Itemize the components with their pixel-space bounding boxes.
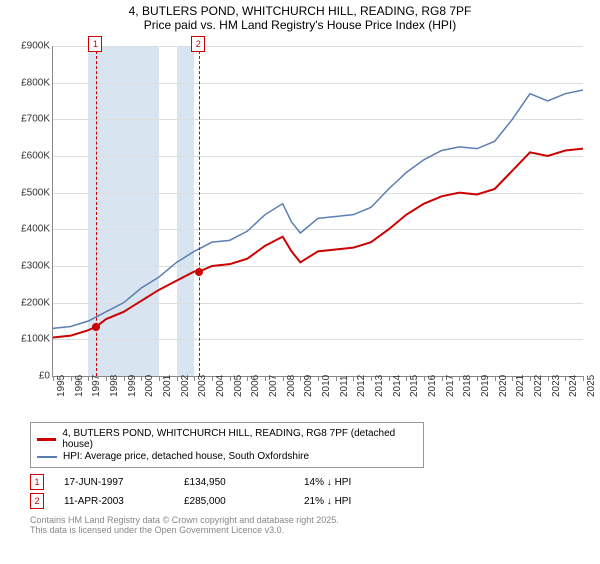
chart-title-line2: Price paid vs. HM Land Registry's House … (0, 18, 600, 32)
x-axis-label: 2011 (339, 375, 350, 397)
event-date-2: 11-APR-2003 (64, 496, 184, 507)
x-axis-label: 2019 (480, 375, 491, 397)
y-axis-label: £900K (21, 41, 50, 52)
x-axis-label: 2015 (409, 375, 420, 397)
x-axis-label: 2020 (498, 375, 509, 397)
x-axis-label: 2016 (427, 375, 438, 397)
x-axis-label: 2021 (515, 375, 526, 397)
x-axis-label: 1998 (109, 375, 120, 397)
chart-area: £0 £100K £200K £300K £400K £500K £600K £700K £80… (10, 36, 590, 416)
event-badge-1: 1 (30, 474, 44, 490)
x-axis-label: 2001 (162, 375, 173, 397)
x-axis-label: 2022 (533, 375, 544, 397)
chart-lines (53, 46, 583, 376)
event-table: 1 17-JUN-1997 £134,950 14% ↓ HPI 2 11-AP… (30, 474, 570, 509)
x-axis-label: 2009 (303, 375, 314, 397)
event-price-2: £285,000 (184, 496, 304, 507)
x-axis-label: 2012 (356, 375, 367, 397)
x-axis-label: 1999 (127, 375, 138, 397)
event-pct-2: 21% ↓ HPI (304, 496, 424, 507)
y-axis-label: £100K (21, 334, 50, 345)
y-axis-label: £0 (39, 371, 50, 382)
footer-line2: This data is licensed under the Open Gov… (30, 525, 570, 535)
event-row-1: 1 17-JUN-1997 £134,950 14% ↓ HPI (30, 474, 570, 490)
marker-badge: 2 (191, 36, 205, 52)
y-axis-label: £800K (21, 77, 50, 88)
x-axis-label: 2024 (568, 375, 579, 397)
x-axis-label: 2002 (180, 375, 191, 397)
x-axis-label: 2003 (197, 375, 208, 397)
x-axis-label: 2004 (215, 375, 226, 397)
x-axis-label: 2000 (144, 375, 155, 397)
price-marker-dot (92, 323, 100, 331)
x-axis-label: 2006 (250, 375, 261, 397)
x-axis-label: 2025 (586, 375, 597, 397)
x-axis-label: 1997 (91, 375, 102, 397)
marker-badge: 1 (88, 36, 102, 52)
y-axis-label: £700K (21, 114, 50, 125)
legend-box: 4, BUTLERS POND, WHITCHURCH HILL, READIN… (30, 422, 424, 468)
event-row-2: 2 11-APR-2003 £285,000 21% ↓ HPI (30, 493, 570, 509)
x-axis-label: 2005 (233, 375, 244, 397)
legend-swatch-2 (37, 456, 57, 458)
x-axis-label: 2013 (374, 375, 385, 397)
y-axis-label: £400K (21, 224, 50, 235)
chart-title-line1: 4, BUTLERS POND, WHITCHURCH HILL, READIN… (0, 4, 600, 18)
x-axis-label: 2017 (445, 375, 456, 397)
legend-label-1: 4, BUTLERS POND, WHITCHURCH HILL, READIN… (62, 428, 417, 450)
legend-swatch-1 (37, 438, 56, 441)
footer-text: Contains HM Land Registry data © Crown c… (30, 515, 570, 535)
price-marker-dot (195, 268, 203, 276)
x-axis-label: 2007 (268, 375, 279, 397)
plot-region: 1995199619971998199920002001200220032004… (52, 46, 583, 377)
y-axis-label: £300K (21, 261, 50, 272)
x-axis-label: 1996 (74, 375, 85, 397)
x-axis-label: 2018 (462, 375, 473, 397)
event-price-1: £134,950 (184, 477, 304, 488)
x-axis-label: 2010 (321, 375, 332, 397)
legend-label-2: HPI: Average price, detached house, Sout… (63, 451, 309, 462)
x-axis-label: 1995 (56, 375, 67, 397)
event-badge-2: 2 (30, 493, 44, 509)
y-axis-label: £500K (21, 187, 50, 198)
legend-row-1: 4, BUTLERS POND, WHITCHURCH HILL, READIN… (37, 428, 417, 450)
legend-row-2: HPI: Average price, detached house, Sout… (37, 451, 417, 462)
footer-line1: Contains HM Land Registry data © Crown c… (30, 515, 570, 525)
x-axis-label: 2014 (392, 375, 403, 397)
event-date-1: 17-JUN-1997 (64, 477, 184, 488)
event-pct-1: 14% ↓ HPI (304, 477, 424, 488)
y-axis-label: £600K (21, 151, 50, 162)
x-axis-label: 2023 (551, 375, 562, 397)
y-axis-label: £200K (21, 297, 50, 308)
x-axis-label: 2008 (286, 375, 297, 397)
